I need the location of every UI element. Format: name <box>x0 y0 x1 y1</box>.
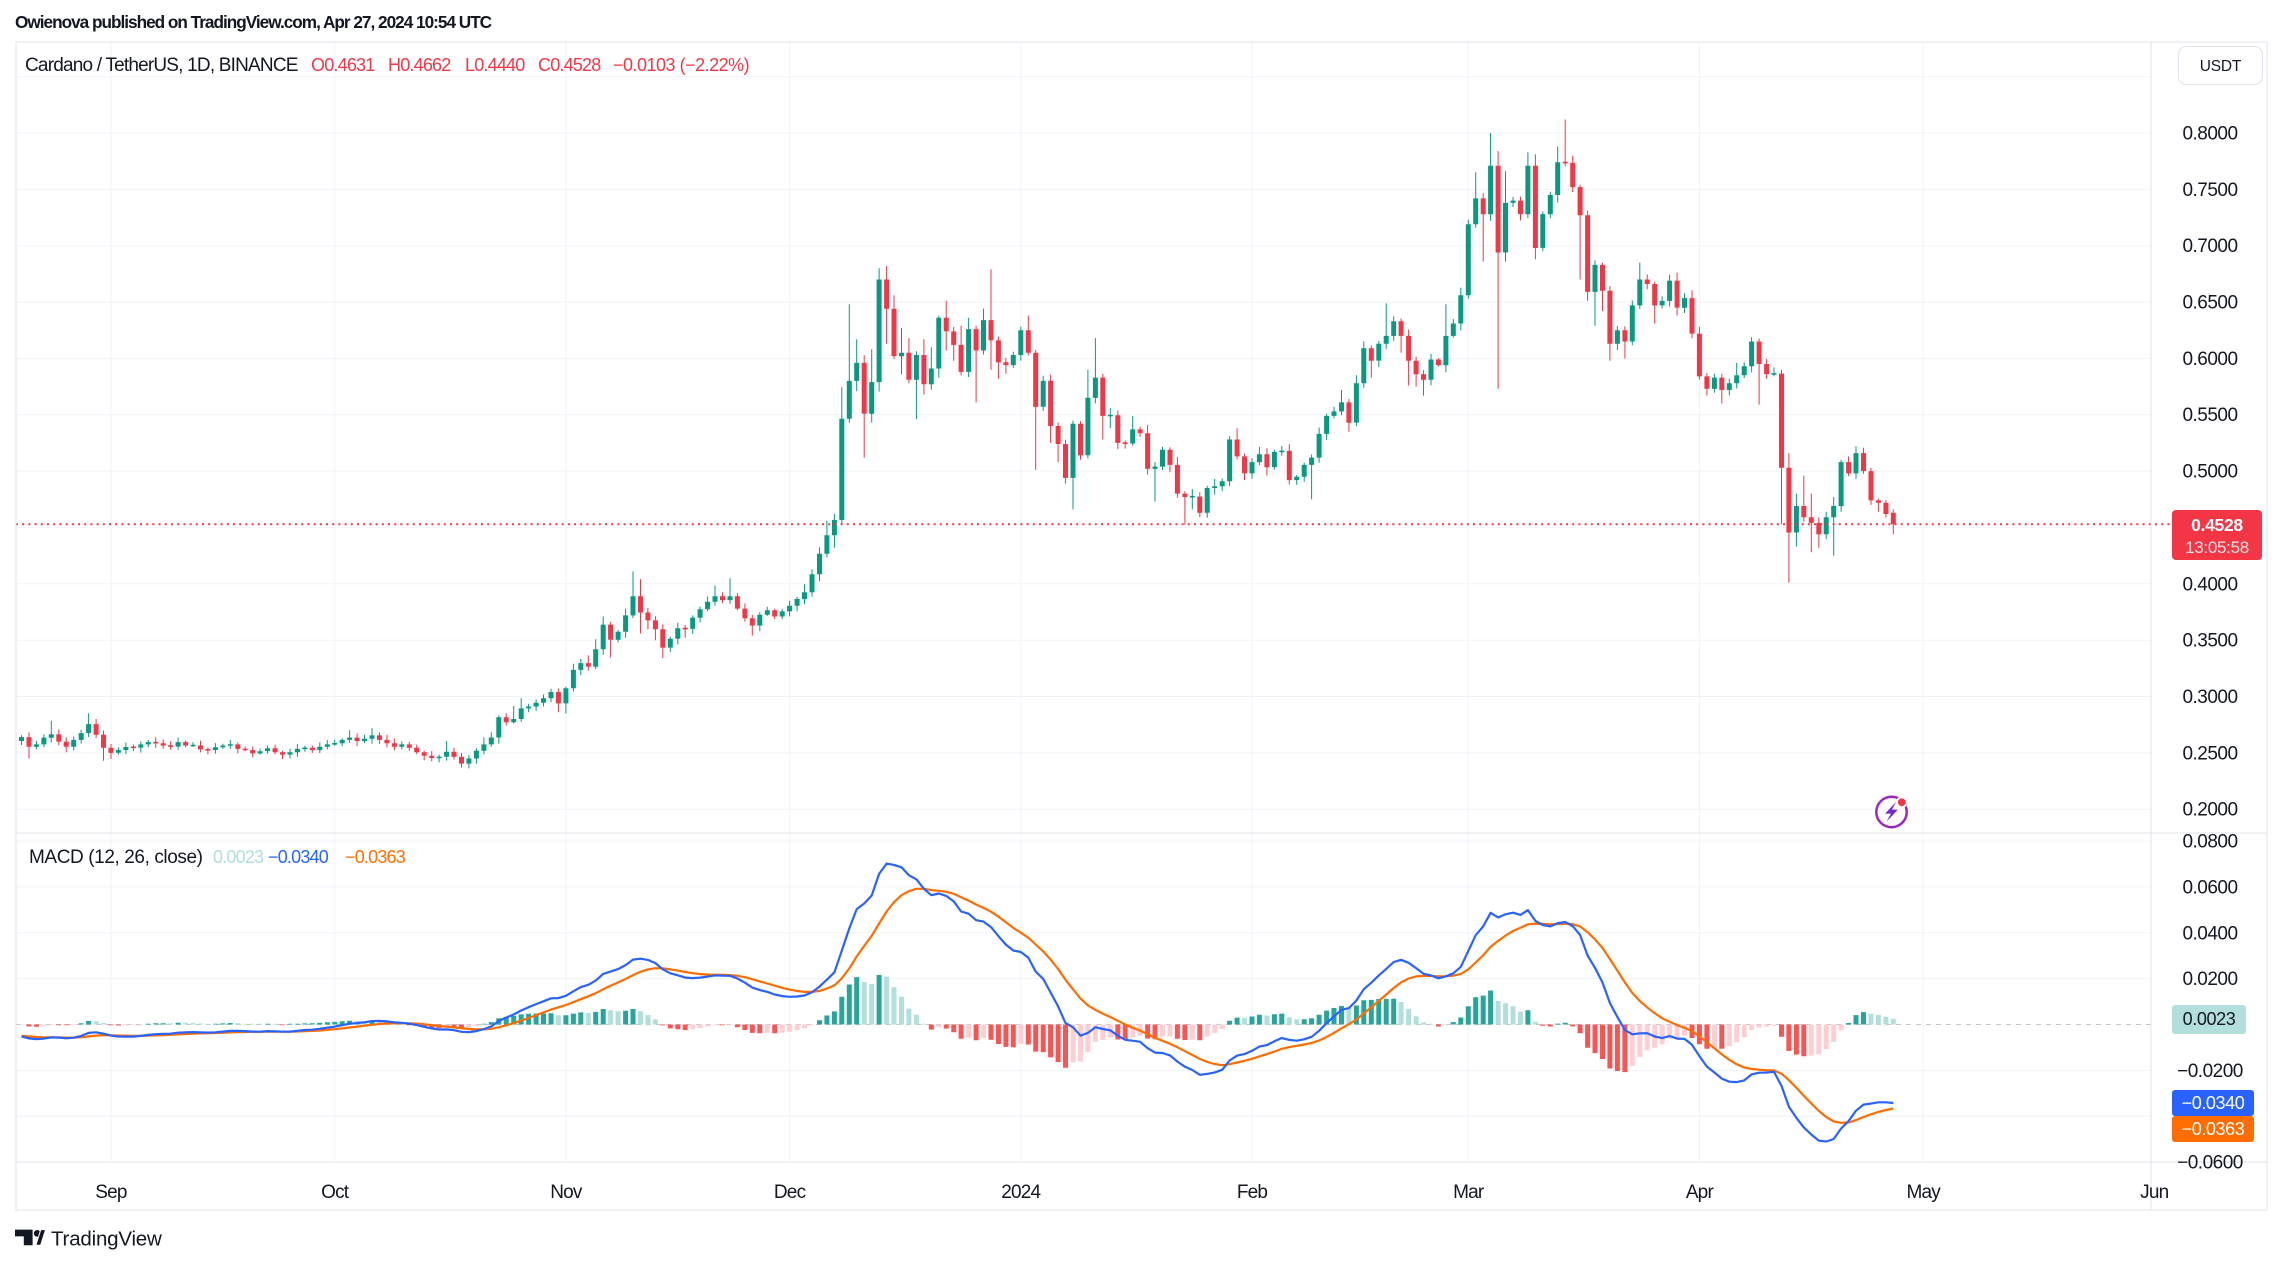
svg-text:0.2000: 0.2000 <box>2182 800 2237 821</box>
svg-text:Dec: Dec <box>774 1182 806 1203</box>
svg-text:13:05:58: 13:05:58 <box>2185 538 2249 557</box>
svg-text:0.0400: 0.0400 <box>2182 923 2237 944</box>
svg-text:−0.0363: −0.0363 <box>345 847 406 867</box>
svg-text:0.7500: 0.7500 <box>2182 180 2237 201</box>
svg-text:0.4000: 0.4000 <box>2182 574 2237 595</box>
svg-text:USDT: USDT <box>2200 58 2242 75</box>
svg-text:0.4528: 0.4528 <box>2191 515 2243 535</box>
svg-text:0.0200: 0.0200 <box>2182 969 2237 990</box>
svg-text:−0.0600: −0.0600 <box>2177 1153 2243 1174</box>
svg-text:Jun: Jun <box>2140 1182 2168 1203</box>
svg-text:0.2500: 0.2500 <box>2182 743 2237 764</box>
svg-text:Sep: Sep <box>95 1182 127 1203</box>
svg-text:−0.0200: −0.0200 <box>2177 1061 2243 1082</box>
svg-text:0.0023: 0.0023 <box>2183 1009 2236 1029</box>
svg-text:−0.0103 (−2.22%): −0.0103 (−2.22%) <box>613 55 749 75</box>
svg-text:0.5500: 0.5500 <box>2182 405 2237 426</box>
svg-text:Feb: Feb <box>1237 1182 1268 1203</box>
svg-text:0.7000: 0.7000 <box>2182 236 2237 257</box>
svg-text:Oct: Oct <box>321 1182 350 1203</box>
svg-text:0.6500: 0.6500 <box>2182 293 2237 314</box>
svg-text:MACD (12, 26, close): MACD (12, 26, close) <box>29 847 203 868</box>
svg-text:Cardano / TetherUS, 1D, BINANC: Cardano / TetherUS, 1D, BINANCE <box>25 55 298 76</box>
svg-text:0.0600: 0.0600 <box>2182 877 2237 898</box>
svg-text:2024: 2024 <box>1001 1182 1041 1203</box>
svg-text:0.0023: 0.0023 <box>213 847 264 867</box>
svg-text:O0.4631: O0.4631 <box>311 55 375 75</box>
svg-text:0.3500: 0.3500 <box>2182 631 2237 652</box>
svg-text:0.0800: 0.0800 <box>2182 832 2237 853</box>
svg-text:0.5000: 0.5000 <box>2182 462 2237 483</box>
svg-text:TradingView: TradingView <box>51 1228 162 1251</box>
svg-text:L0.4440: L0.4440 <box>465 55 525 75</box>
svg-text:−0.0340: −0.0340 <box>2182 1093 2245 1113</box>
svg-text:May: May <box>1906 1182 1941 1203</box>
svg-text:Nov: Nov <box>550 1182 583 1203</box>
svg-text:H0.4662: H0.4662 <box>388 55 451 75</box>
svg-text:Apr: Apr <box>1686 1182 1715 1203</box>
svg-text:−0.0363: −0.0363 <box>2182 1119 2245 1139</box>
svg-text:0.3000: 0.3000 <box>2182 687 2237 708</box>
svg-text:0.6000: 0.6000 <box>2182 349 2237 370</box>
svg-text:−0.0340: −0.0340 <box>268 847 329 867</box>
svg-text:Owienova published on TradingV: Owienova published on TradingView.com, A… <box>15 12 492 32</box>
svg-text:0.8000: 0.8000 <box>2182 124 2237 145</box>
svg-text:C0.4528: C0.4528 <box>538 55 601 75</box>
svg-text:Mar: Mar <box>1453 1182 1485 1203</box>
